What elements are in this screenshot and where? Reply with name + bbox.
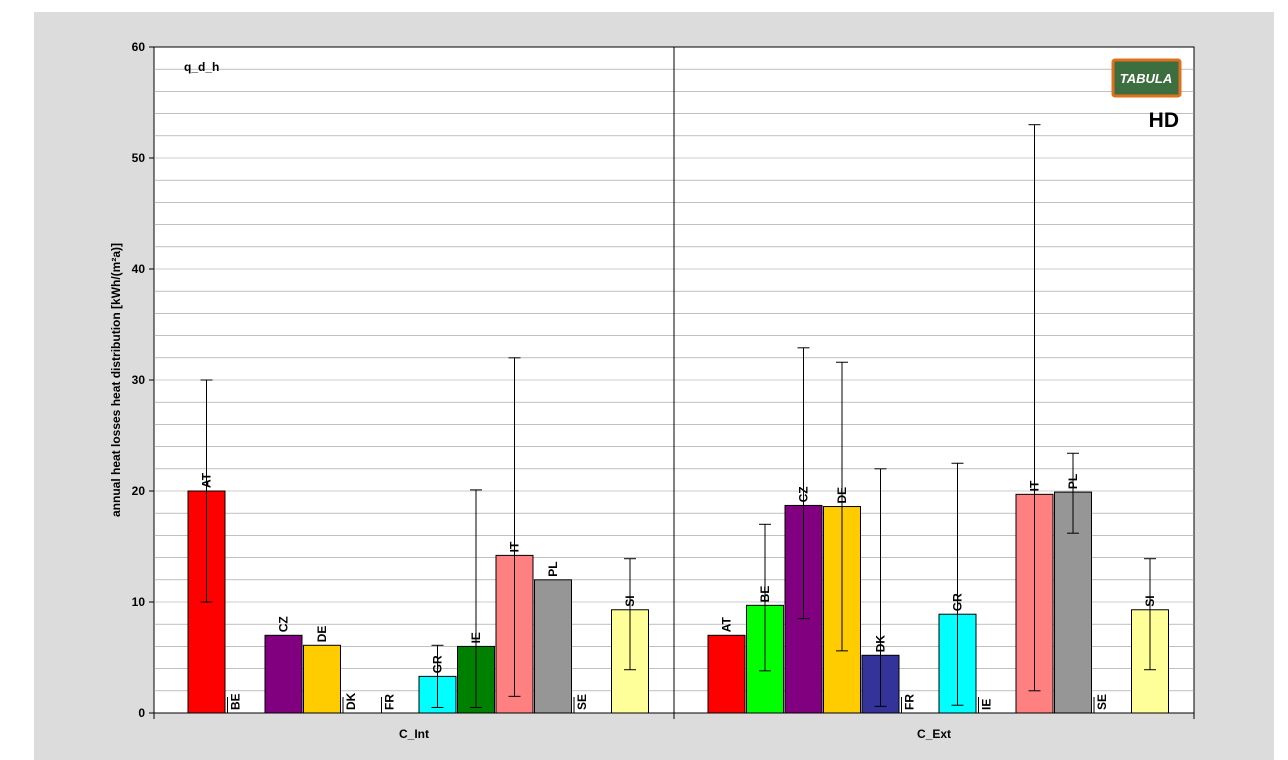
bar-label-de: DE — [835, 487, 849, 504]
x-category-label: C_Ext — [917, 727, 951, 741]
bar-label-si: SI — [1143, 595, 1157, 606]
bar-label-ie: IE — [980, 699, 994, 710]
bar-label-be: BE — [229, 693, 243, 710]
hd-badge: HD — [1149, 109, 1179, 132]
bar-label-pl: PL — [1066, 474, 1080, 489]
bar-cz — [264, 634, 303, 714]
bar-label-be: BE — [758, 586, 772, 603]
bar-label-cz: CZ — [277, 616, 291, 632]
bar-label-fr: FR — [383, 694, 397, 710]
y-tick-label: 40 — [132, 262, 146, 276]
bar-labels-layer: AT BE CZ DE DK FR GR IE IT PL SE SI AT BE CZ DE DK FR GR IE… — [200, 472, 1158, 710]
y-tick-label: 20 — [132, 484, 146, 498]
bar-label-gr: GR — [951, 593, 965, 611]
y-tick-label: 50 — [132, 151, 146, 165]
bar-label-se: SE — [1095, 694, 1109, 710]
bar-label-de: DE — [315, 626, 329, 643]
bar-label-cz: CZ — [797, 486, 811, 502]
y-tick-label: 0 — [138, 706, 145, 720]
bar-label-si: SI — [623, 595, 637, 606]
tabula-logo: TABULA — [1111, 58, 1182, 98]
bar-label-at: AT — [720, 617, 734, 633]
bar-label-pl: PL — [546, 561, 560, 576]
x-category-label: C_Int — [399, 727, 429, 741]
bar-label-se: SE — [575, 694, 589, 710]
y-tick-label: 60 — [132, 40, 146, 54]
bar-pl — [534, 579, 572, 714]
bars-layer — [187, 490, 1169, 714]
y-axis-label: annual heat losses heat distribution [kW… — [109, 243, 123, 517]
y-axis: 0 10 20 30 40 50 60 — [132, 40, 154, 720]
bar-label-it: IT — [1028, 480, 1042, 491]
bar-at — [707, 634, 746, 714]
bar-label-dk: DK — [344, 692, 358, 710]
logo-text: TABULA — [1120, 71, 1172, 86]
chart-frame: AT BE CZ DE DK FR GR IE IT PL SE SI AT BE CZ DE DK FR GR IE… — [34, 12, 1274, 760]
chart-title: q_d_h — [184, 60, 219, 74]
y-tick-label: 30 — [132, 373, 146, 387]
bar-label-fr: FR — [903, 694, 917, 710]
bar-chart: AT BE CZ DE DK FR GR IE IT PL SE SI AT BE CZ DE DK FR GR IE… — [109, 40, 1195, 741]
error-bars-layer — [200, 124, 1156, 708]
y-tick-label: 10 — [132, 595, 146, 609]
bar-label-at: AT — [200, 472, 214, 488]
bar-label-ie: IE — [469, 632, 483, 643]
bar-label-dk: DK — [874, 635, 888, 653]
bar-label-it: IT — [508, 541, 522, 552]
x-axis: C_Int C_Ext — [153, 47, 1195, 741]
bar-label-gr: GR — [431, 655, 445, 673]
bar-de — [303, 644, 341, 714]
